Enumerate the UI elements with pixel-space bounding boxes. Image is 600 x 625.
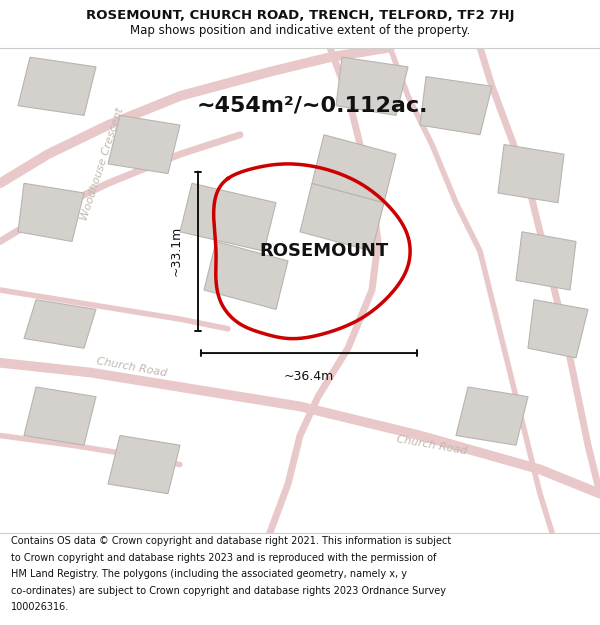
Text: ~36.4m: ~36.4m: [284, 370, 334, 383]
Polygon shape: [420, 77, 492, 135]
Polygon shape: [108, 436, 180, 494]
Polygon shape: [300, 183, 384, 251]
Text: HM Land Registry. The polygons (including the associated geometry, namely x, y: HM Land Registry. The polygons (includin…: [11, 569, 407, 579]
Text: Woodhouse Crescent: Woodhouse Crescent: [79, 106, 125, 221]
Polygon shape: [456, 387, 528, 445]
Text: Church Road: Church Road: [96, 356, 168, 379]
Polygon shape: [108, 116, 180, 174]
Text: Church Road: Church Road: [396, 434, 468, 456]
Text: ~454m²/~0.112ac.: ~454m²/~0.112ac.: [196, 96, 428, 116]
Polygon shape: [528, 300, 588, 358]
Polygon shape: [18, 58, 96, 116]
Polygon shape: [18, 183, 84, 241]
Polygon shape: [24, 387, 96, 445]
Text: Contains OS data © Crown copyright and database right 2021. This information is : Contains OS data © Crown copyright and d…: [11, 536, 451, 546]
Text: ~33.1m: ~33.1m: [170, 226, 183, 276]
Polygon shape: [336, 58, 408, 116]
Text: to Crown copyright and database rights 2023 and is reproduced with the permissio: to Crown copyright and database rights 2…: [11, 552, 436, 562]
Text: ROSEMOUNT, CHURCH ROAD, TRENCH, TELFORD, TF2 7HJ: ROSEMOUNT, CHURCH ROAD, TRENCH, TELFORD,…: [86, 9, 514, 22]
Polygon shape: [516, 232, 576, 290]
Text: Map shows position and indicative extent of the property.: Map shows position and indicative extent…: [130, 24, 470, 37]
Polygon shape: [312, 135, 396, 202]
Text: co-ordinates) are subject to Crown copyright and database rights 2023 Ordnance S: co-ordinates) are subject to Crown copyr…: [11, 586, 446, 596]
Polygon shape: [24, 300, 96, 348]
Polygon shape: [204, 241, 288, 309]
Text: ROSEMOUNT: ROSEMOUNT: [259, 242, 389, 260]
Polygon shape: [180, 183, 276, 251]
Polygon shape: [498, 144, 564, 202]
Text: 100026316.: 100026316.: [11, 602, 69, 612]
